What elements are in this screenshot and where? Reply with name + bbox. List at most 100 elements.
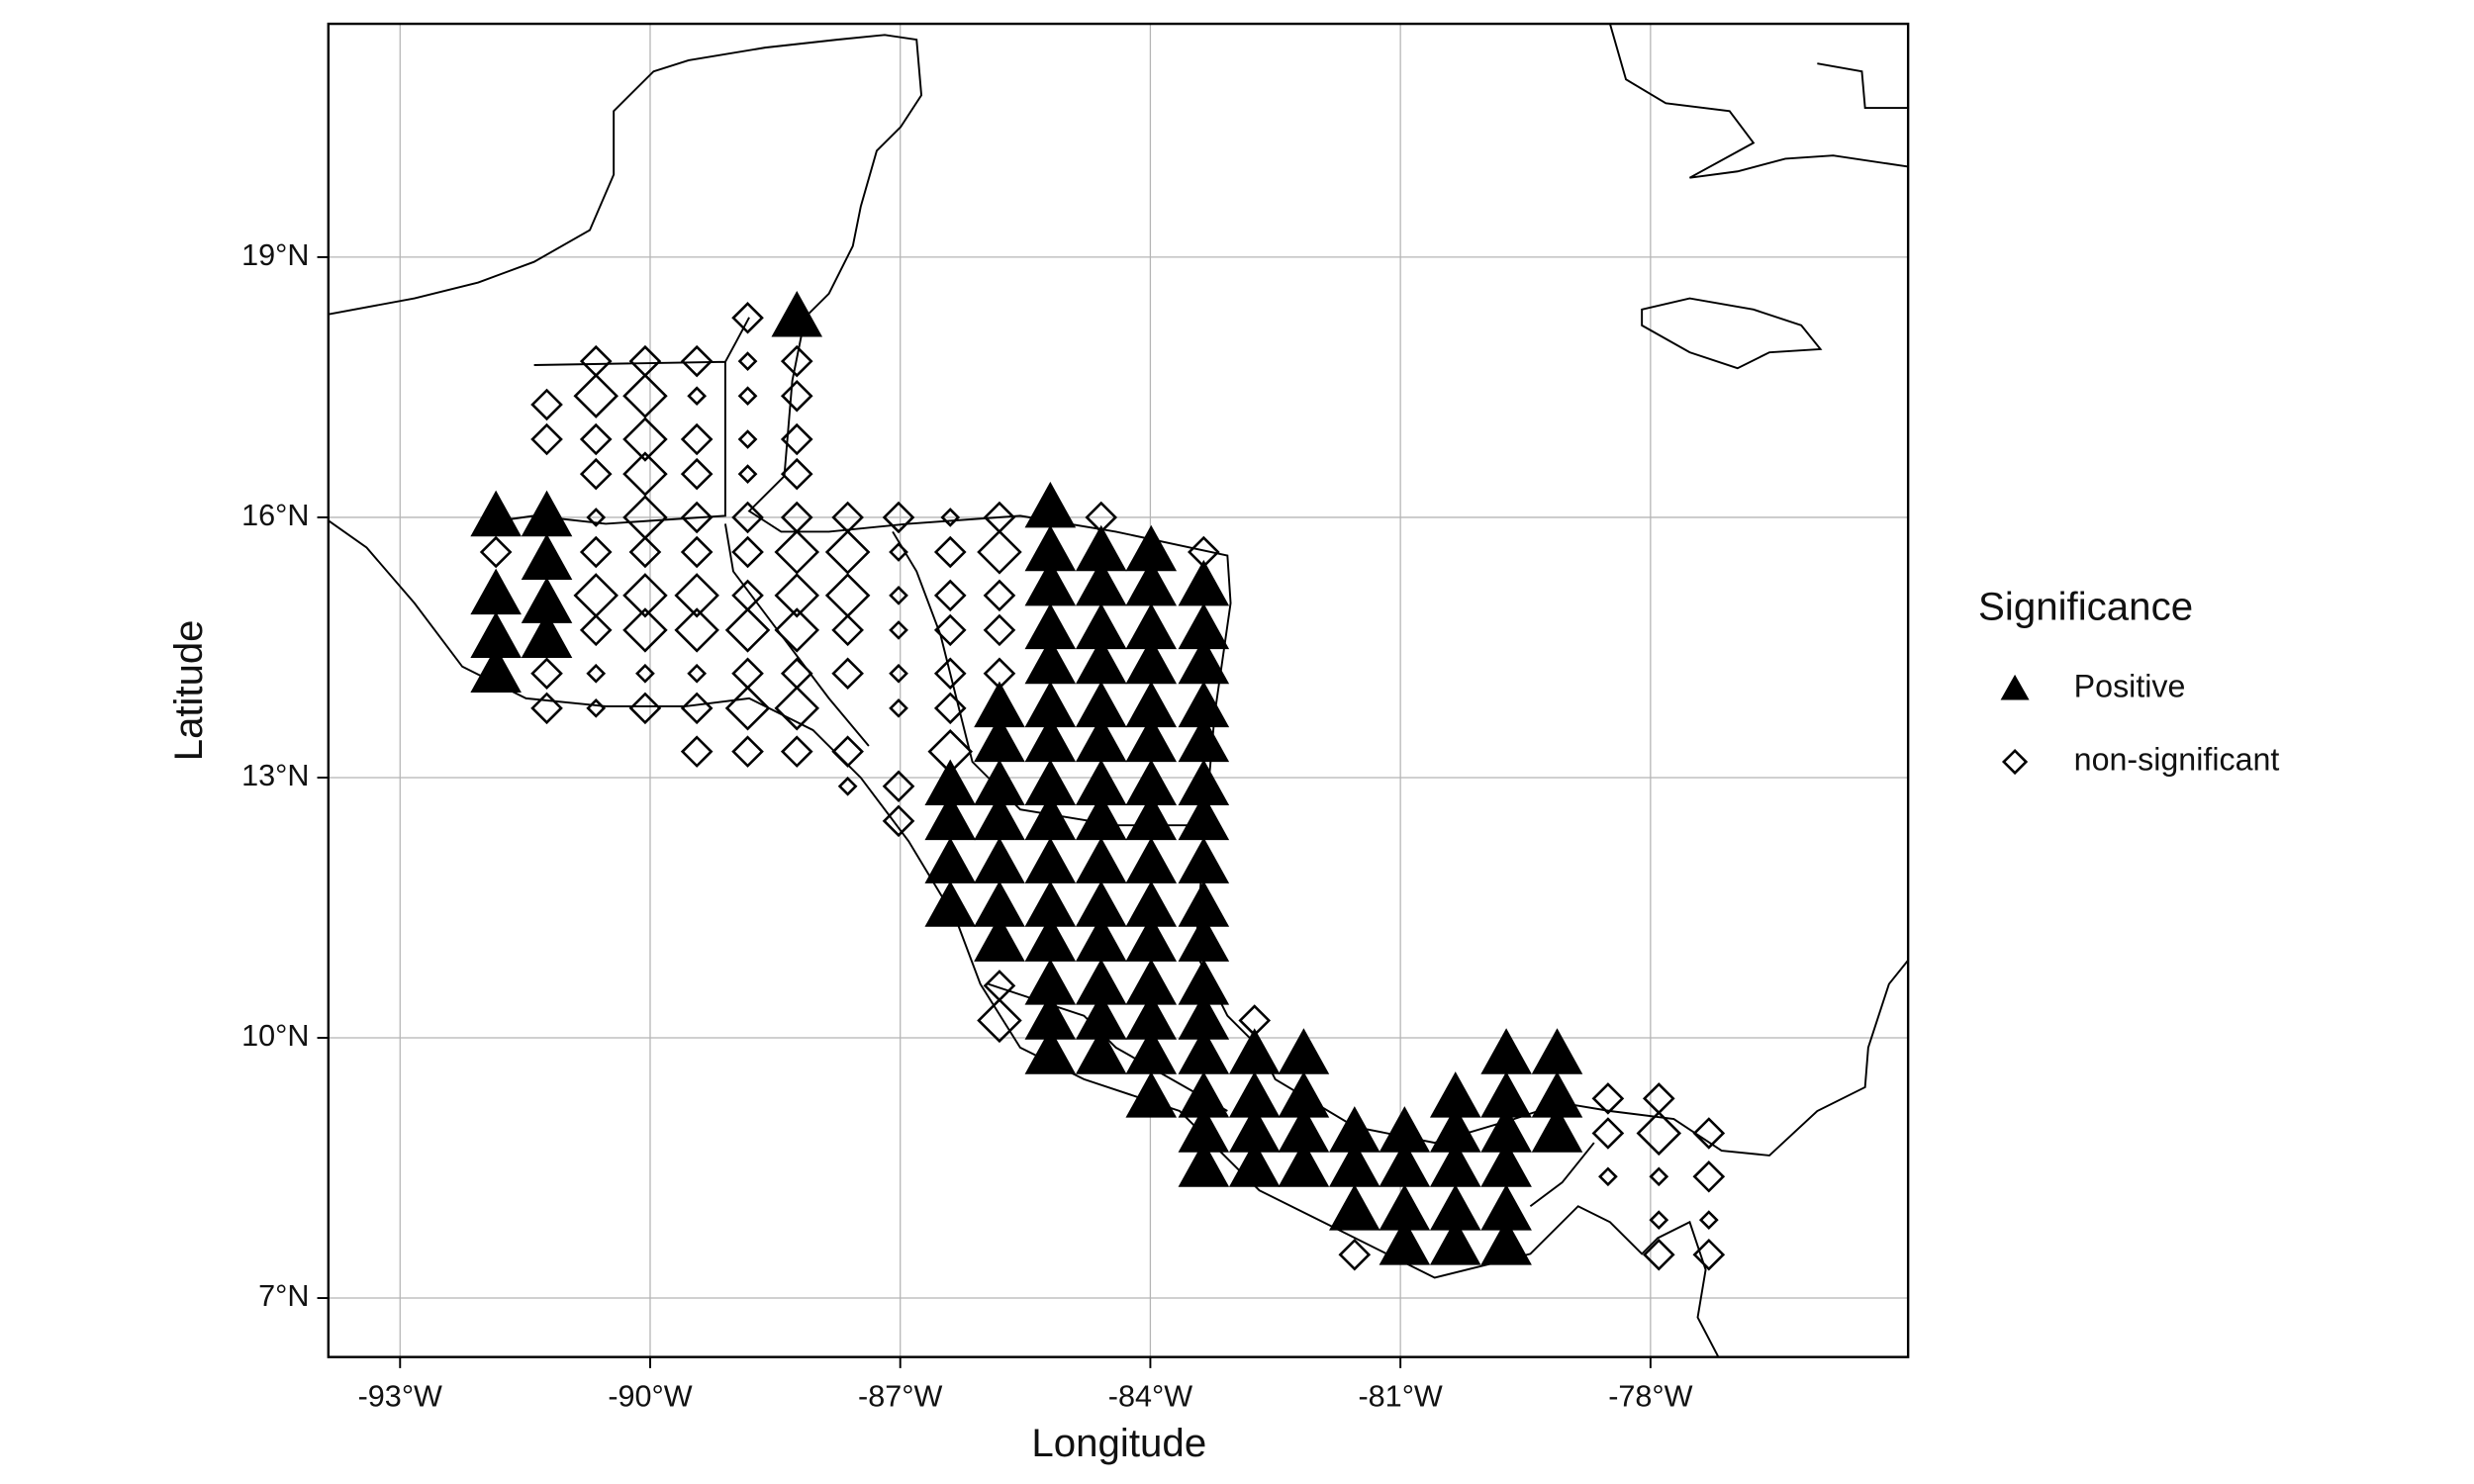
legend-label: Positive [2074, 669, 2186, 704]
diamond-marker [774, 607, 820, 653]
triangle-marker [521, 533, 573, 581]
diamond-marker [1598, 1166, 1618, 1187]
triangle-marker [1178, 993, 1230, 1040]
diamond-marker [933, 613, 967, 647]
diamond-marker [530, 422, 563, 456]
legend: Positive non-significant [2000, 669, 2279, 778]
x-tick-label: -93°W [358, 1379, 443, 1413]
diamond-marker [622, 451, 668, 497]
diamond-marker [824, 529, 871, 575]
x-tick-label: -78°W [1608, 1379, 1693, 1413]
coastlines [328, 23, 1909, 1358]
triangle-marker [1075, 915, 1127, 962]
diamond-marker [1692, 1238, 1726, 1271]
diamond-marker [622, 607, 668, 653]
triangle-marker [924, 759, 977, 805]
diamond-marker [622, 573, 668, 618]
diamond-marker [977, 997, 1022, 1044]
triangle-marker [1379, 1219, 1431, 1265]
coastline [1817, 62, 1909, 110]
legend-marker [2000, 674, 2030, 700]
triangle-marker [1125, 681, 1178, 728]
x-tick-label: -84°W [1108, 1379, 1193, 1413]
diamond-marker [889, 663, 908, 684]
x-tick-label: -87°W [858, 1379, 943, 1413]
triangle-marker [1125, 959, 1178, 1005]
triangle-marker [974, 759, 1025, 805]
diamond-marker [882, 501, 915, 534]
diamond-marker [731, 535, 764, 569]
diamond-marker [586, 508, 607, 527]
triangle-marker [1125, 637, 1178, 685]
triangle-marker [1024, 759, 1077, 805]
triangle-marker [1178, 603, 1230, 650]
diamond-marker [977, 529, 1022, 575]
triangle-marker [1429, 1106, 1481, 1153]
triangle-marker [1178, 1028, 1230, 1074]
triangle-marker [1178, 837, 1230, 883]
triangle-marker [1178, 959, 1230, 1005]
triangle-marker [1379, 1184, 1431, 1231]
diamond-marker [579, 613, 613, 647]
diamond-marker [933, 535, 967, 569]
legend-entry: Positive [2000, 669, 2186, 704]
diamond-marker [1649, 1166, 1669, 1187]
y-tick-label: 19°N [241, 238, 309, 272]
diamond-marker [586, 663, 607, 684]
triangle-marker [1075, 637, 1127, 685]
triangle-marker [1125, 759, 1178, 805]
triangle-marker [1480, 1028, 1532, 1074]
diamond-marker [680, 692, 714, 725]
diamond-marker [724, 607, 771, 653]
triangle-marker [1075, 603, 1127, 650]
diamond-marker [586, 697, 607, 718]
diamond-marker [780, 379, 813, 413]
coastline [328, 519, 1720, 1358]
diamond-marker [687, 663, 708, 684]
diamond-marker [579, 457, 613, 491]
diamond-marker [737, 429, 758, 449]
triangle-marker [1429, 1184, 1481, 1231]
diamond-marker [1649, 1210, 1669, 1230]
triangle-marker [1024, 793, 1077, 841]
diamond-marker [774, 529, 820, 575]
triangle-marker [1075, 681, 1127, 728]
triangle-marker [1125, 1071, 1178, 1118]
triangle-marker [1531, 1106, 1583, 1153]
triangle-marker [1531, 1071, 1583, 1118]
triangle-marker [1125, 603, 1178, 650]
triangle-marker [1075, 993, 1127, 1040]
y-tick-label: 16°N [241, 499, 309, 532]
diamond-marker [1591, 1082, 1625, 1115]
diamond-marker [530, 657, 563, 691]
legend-title: Significance [1978, 585, 2193, 629]
diamond-marker [780, 457, 813, 491]
triangle-marker [1178, 637, 1230, 685]
diamond-marker [889, 620, 908, 640]
coastline [1641, 297, 1823, 370]
diamond-marker [837, 776, 858, 796]
diamond-marker [622, 373, 668, 418]
triangle-marker [974, 793, 1025, 841]
diamond-marker [1642, 1238, 1675, 1271]
diamond-marker [628, 692, 662, 725]
plot-frame [327, 22, 1910, 1358]
triangle-marker [1075, 559, 1127, 606]
triangle-marker [1278, 1141, 1330, 1187]
triangle-marker [1075, 759, 1127, 805]
diamond-marker [889, 542, 908, 562]
diamond-marker [780, 735, 813, 768]
triangle-marker [521, 577, 573, 623]
triangle-marker [1178, 881, 1230, 927]
triangle-marker [1024, 915, 1077, 962]
triangle-marker [1024, 637, 1077, 685]
diamond-marker [579, 535, 613, 569]
diamond-marker [889, 586, 908, 605]
diamond-marker [737, 464, 758, 484]
diamond-marker [731, 501, 764, 534]
diamond-marker [1698, 1210, 1719, 1230]
triangle-marker [974, 881, 1025, 927]
triangle-marker [1329, 1184, 1380, 1231]
